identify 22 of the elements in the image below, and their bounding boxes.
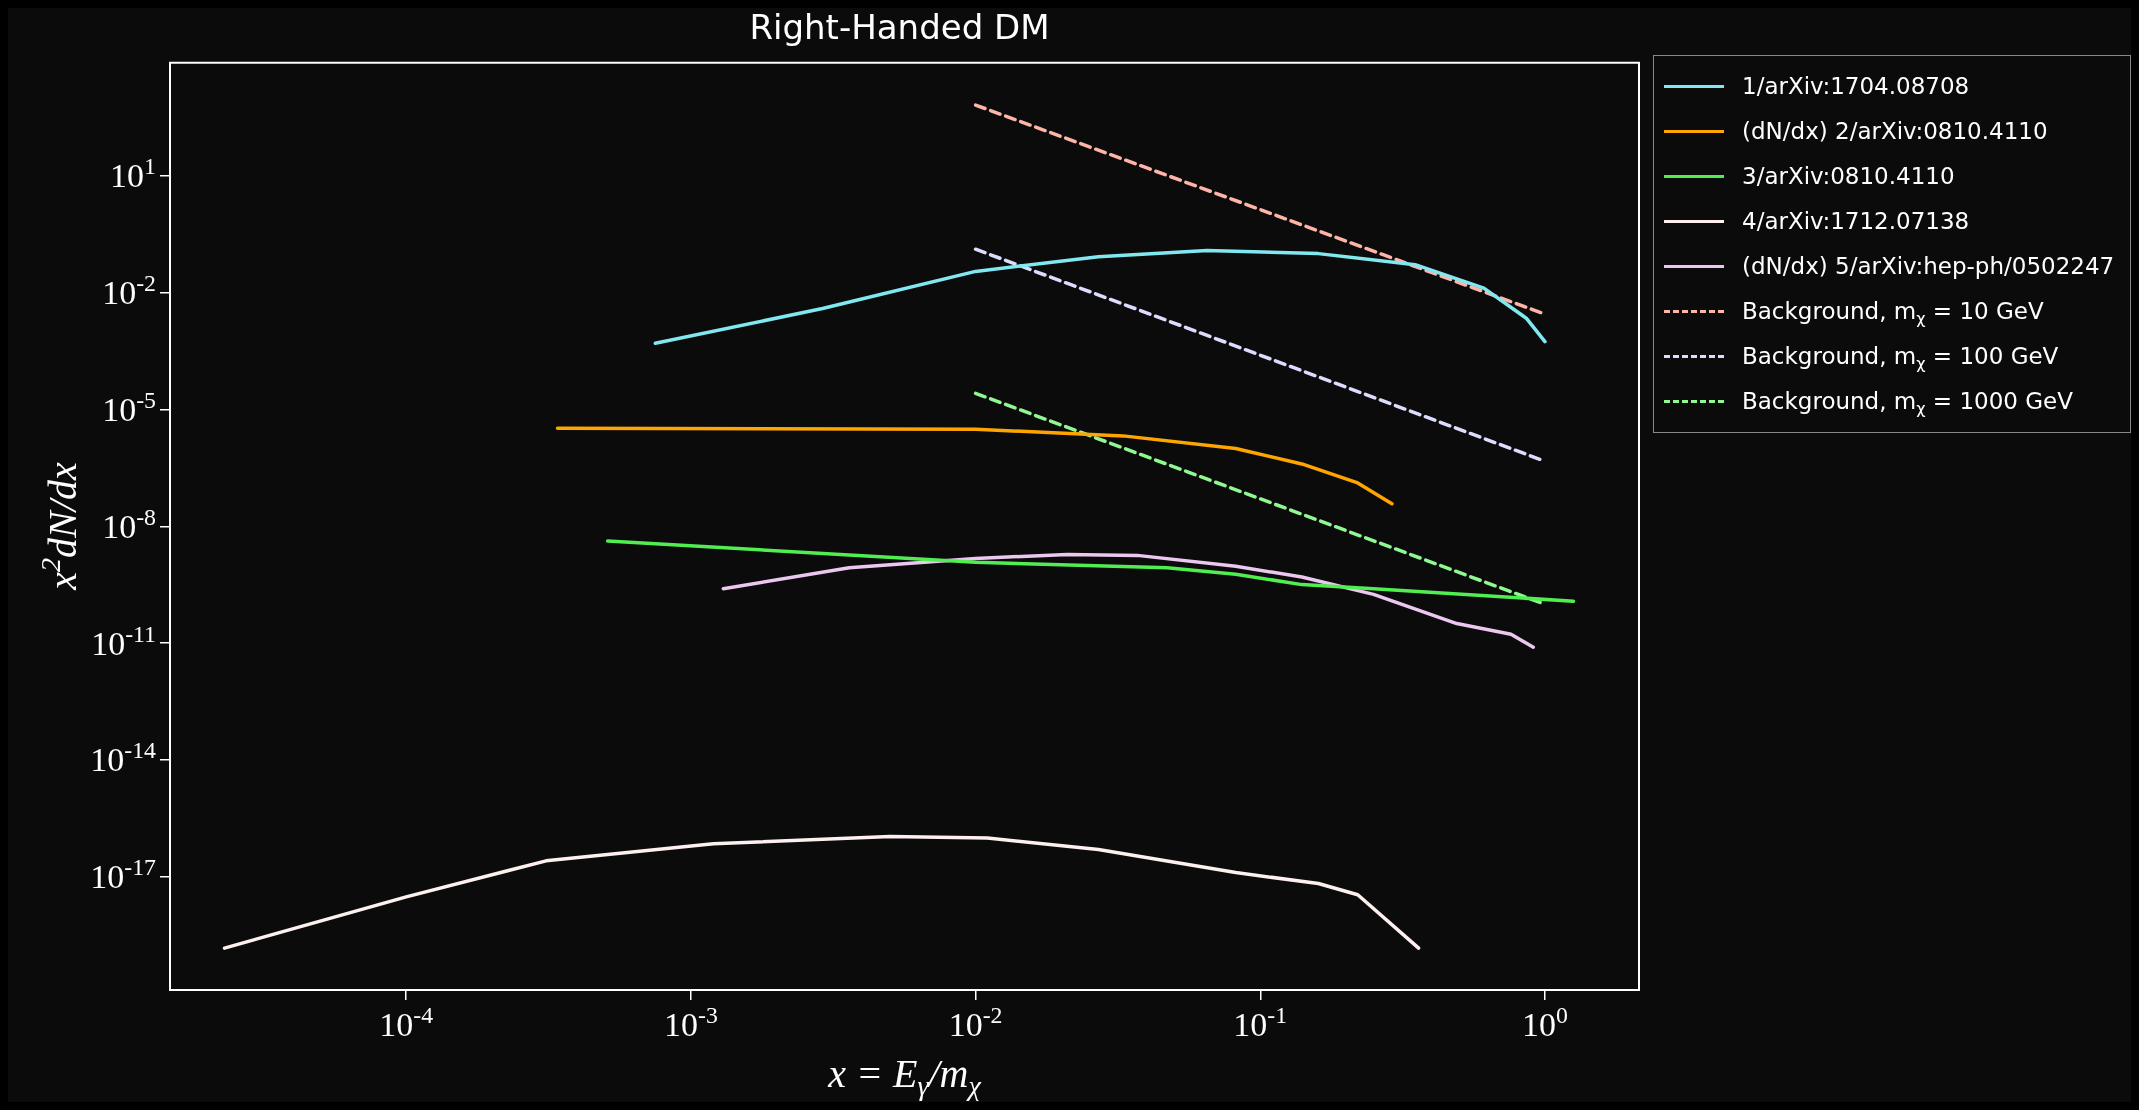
chart-title: Right-Handed DM bbox=[749, 7, 1050, 48]
x-tick-label: 10$^{-1}$ bbox=[1233, 1001, 1288, 1044]
legend-label: Background, m$_{χ}$ = 10 GeV bbox=[1742, 298, 2044, 329]
legend-label: 4/arXiv:1712.07138 bbox=[1742, 208, 1970, 235]
y-tick-label: 10$^{1}$ bbox=[110, 152, 156, 195]
x-tick-label: 10$^{-3}$ bbox=[663, 1001, 718, 1044]
y-tick-label: 10$^{-2}$ bbox=[102, 269, 156, 312]
legend-label: 3/arXiv:0810.4110 bbox=[1742, 163, 1955, 190]
legend-label: (dN/dx) 5/arXiv:hep-ph/0502247 bbox=[1742, 253, 2115, 280]
legend-label: (dN/dx) 2/arXiv:0810.4110 bbox=[1742, 118, 2048, 145]
legend-label: Background, m$_{χ}$ = 1000 GeV bbox=[1742, 388, 2073, 419]
x-tick-label: 10$^{0}$ bbox=[1521, 1001, 1568, 1044]
y-tick-label: 10$^{-17}$ bbox=[90, 854, 156, 896]
y-tick-label: 10$^{-11}$ bbox=[91, 620, 156, 662]
y-tick-label: 10$^{-8}$ bbox=[102, 503, 156, 546]
y-tick-label: 10$^{-14}$ bbox=[90, 737, 156, 779]
legend-label: Background, m$_{χ}$ = 100 GeV bbox=[1742, 343, 2059, 374]
x-tick-label: 10$^{-4}$ bbox=[379, 1001, 434, 1044]
x-tick-label: 10$^{-2}$ bbox=[948, 1001, 1003, 1044]
x-axis-title: x = E$_{γ}$/m$_{χ}$ bbox=[828, 1051, 981, 1102]
legend-label: 1/arXiv:1704.08708 bbox=[1742, 73, 1970, 100]
y-tick-label: 10$^{-5}$ bbox=[102, 386, 156, 429]
